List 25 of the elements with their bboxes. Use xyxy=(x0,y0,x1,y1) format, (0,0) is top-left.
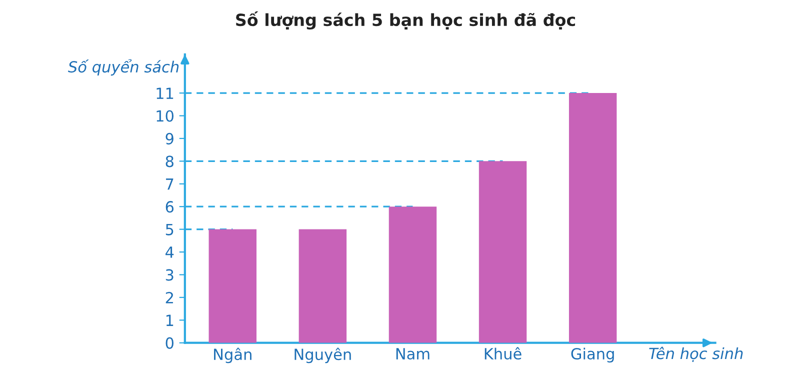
y-tick-label: 8 xyxy=(166,156,174,168)
y-tick-label: 9 xyxy=(166,132,174,144)
y-tick-label: 3 xyxy=(166,269,174,281)
bar xyxy=(568,93,617,343)
bar xyxy=(208,229,256,343)
y-tick-label: 6 xyxy=(166,201,174,213)
y-tick-label: 4 xyxy=(166,246,174,258)
bar xyxy=(478,161,527,343)
y-tick-label: 10 xyxy=(156,110,174,122)
y-axis-title: Số quyển sách xyxy=(68,59,179,76)
y-tick-label: 7 xyxy=(166,178,174,190)
x-tick-label: Giang xyxy=(571,348,614,362)
x-tick-label: Nam xyxy=(396,348,430,360)
x-tick-label: Nguyên xyxy=(294,348,351,364)
y-tick-label: 2 xyxy=(166,292,173,304)
bar xyxy=(388,206,437,343)
x-tick-label: Khuê xyxy=(484,347,522,360)
x-axis-title: Tên học sinh xyxy=(649,346,743,362)
y-tick-label: 1 xyxy=(166,314,174,326)
chart-title: Số lượng sách 5 bạn học sinh đã đọc xyxy=(236,11,576,30)
bar xyxy=(298,229,347,343)
y-tick-label: 11 xyxy=(156,88,174,99)
x-tick-label: Ngân xyxy=(214,348,252,364)
y-tick-label: 5 xyxy=(166,224,174,236)
y-tick-label: 0 xyxy=(166,337,174,349)
